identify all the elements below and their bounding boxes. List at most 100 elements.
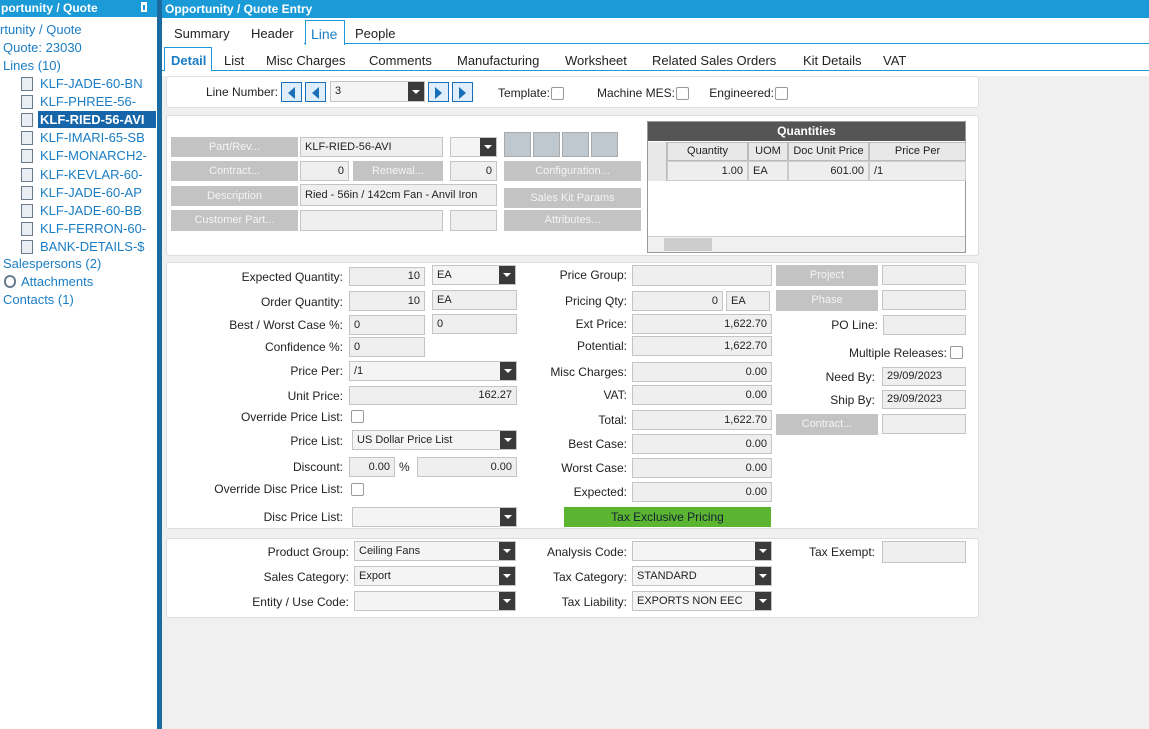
combo-box[interactable]: STANDARD bbox=[632, 566, 772, 586]
tree-node[interactable]: KLF-JADE-60-AP bbox=[40, 184, 142, 200]
subtab[interactable]: Manufacturing bbox=[457, 53, 540, 68]
text-field[interactable]: 0 bbox=[432, 314, 517, 334]
text-field[interactable]: 0.00 bbox=[632, 458, 772, 478]
icon-button[interactable] bbox=[504, 132, 531, 157]
text-field[interactable]: 162.27 bbox=[349, 386, 517, 405]
text-field[interactable] bbox=[882, 541, 966, 563]
text-field[interactable]: 0.00 bbox=[349, 457, 395, 477]
button[interactable]: Description bbox=[171, 186, 298, 206]
combo-arrow[interactable] bbox=[480, 138, 496, 156]
button[interactable]: Configuration... bbox=[504, 161, 641, 181]
text-field[interactable]: 0 bbox=[450, 161, 497, 181]
button[interactable]: Part/Rev... bbox=[171, 137, 298, 157]
tree-node[interactable]: KLF-PHREE-56- bbox=[40, 94, 137, 110]
text-field[interactable]: 1,622.70 bbox=[632, 410, 772, 430]
tab[interactable]: People bbox=[355, 26, 396, 41]
text-field[interactable]: 0 bbox=[300, 161, 349, 181]
checkbox[interactable] bbox=[676, 87, 689, 100]
scrollbar[interactable] bbox=[648, 236, 965, 252]
tree-node[interactable]: KLF-JADE-60-BB bbox=[40, 202, 142, 218]
subtab[interactable]: Misc Charges bbox=[266, 53, 346, 68]
button[interactable]: Attributes... bbox=[504, 210, 641, 231]
combo-box[interactable] bbox=[354, 591, 516, 611]
tree-node[interactable]: KLF-KEVLAR-60- bbox=[40, 166, 143, 182]
button[interactable]: Sales Kit Params bbox=[504, 188, 641, 208]
checkbox[interactable] bbox=[351, 410, 364, 423]
subtab[interactable]: Related Sales Orders bbox=[652, 53, 777, 68]
text-field[interactable]: 1,622.70 bbox=[632, 314, 772, 334]
text-field[interactable]: 0.00 bbox=[632, 482, 772, 502]
tree-node[interactable]: Salespersons (2) bbox=[3, 256, 102, 271]
combo-arrow[interactable] bbox=[755, 567, 771, 585]
checkbox[interactable] bbox=[551, 87, 564, 100]
text-field[interactable] bbox=[300, 210, 443, 231]
text-field[interactable]: 0.00 bbox=[632, 385, 772, 405]
combo-box[interactable] bbox=[632, 541, 772, 561]
tree-node[interactable]: BANK-DETAILS-$ bbox=[40, 238, 145, 254]
grid-cell[interactable]: /1 bbox=[869, 161, 966, 181]
grid-cell[interactable]: EA bbox=[748, 161, 788, 181]
tree-node[interactable]: KLF-MONARCH2- bbox=[40, 148, 147, 164]
scroll-thumb[interactable] bbox=[664, 238, 712, 251]
nav-button[interactable] bbox=[305, 82, 326, 102]
checkbox[interactable] bbox=[950, 346, 963, 359]
icon-button[interactable] bbox=[562, 132, 589, 157]
combo-box[interactable]: Ceiling Fans bbox=[354, 541, 516, 561]
text-field[interactable]: 10 bbox=[349, 267, 425, 286]
tree-node[interactable]: KLF-IMARI-65-SB bbox=[40, 130, 145, 146]
nav-button[interactable] bbox=[428, 82, 449, 102]
text-field[interactable]: 10 bbox=[349, 291, 425, 311]
text-field[interactable] bbox=[883, 315, 966, 335]
checkbox[interactable] bbox=[351, 483, 364, 496]
combo-arrow[interactable] bbox=[499, 592, 515, 610]
tree-node[interactable]: KLF-FERRON-60- bbox=[40, 220, 147, 236]
subtab[interactable]: Comments bbox=[369, 53, 432, 68]
combo-arrow[interactable] bbox=[755, 592, 771, 610]
tab[interactable]: Line bbox=[311, 26, 338, 42]
text-field[interactable]: 0 bbox=[632, 291, 723, 311]
nav-button[interactable] bbox=[281, 82, 302, 102]
icon-button[interactable] bbox=[591, 132, 618, 157]
combo-arrow[interactable] bbox=[500, 362, 516, 380]
combo-arrow[interactable] bbox=[500, 431, 516, 449]
combo-box[interactable]: 3 bbox=[330, 81, 425, 102]
text-field[interactable] bbox=[882, 265, 966, 285]
combo-arrow[interactable] bbox=[499, 567, 515, 585]
button[interactable]: Contract... bbox=[171, 161, 298, 181]
tree-node[interactable]: Lines (10) bbox=[3, 58, 61, 73]
tree-node[interactable]: Quote: 23030 bbox=[3, 40, 82, 55]
tree-node[interactable]: Attachments bbox=[21, 274, 94, 289]
text-field[interactable]: 29/09/2023 bbox=[882, 390, 966, 409]
combo-box[interactable] bbox=[352, 507, 517, 527]
tree-node[interactable]: Contacts (1) bbox=[3, 292, 74, 307]
text-field[interactable] bbox=[632, 265, 772, 286]
button[interactable]: Customer Part... bbox=[171, 210, 298, 231]
text-field[interactable]: 29/09/2023 bbox=[882, 367, 966, 386]
text-field[interactable] bbox=[882, 290, 966, 310]
tab[interactable]: Header bbox=[251, 26, 294, 41]
combo-arrow[interactable] bbox=[408, 82, 424, 101]
text-field[interactable]: 0.00 bbox=[632, 362, 772, 382]
combo-arrow[interactable] bbox=[499, 542, 515, 560]
text-field[interactable]: EA bbox=[726, 291, 770, 311]
combo-arrow[interactable] bbox=[755, 542, 771, 560]
tree-node[interactable]: KLF-JADE-60-BN bbox=[40, 76, 143, 91]
text-field[interactable]: 0 bbox=[349, 337, 425, 357]
subtab[interactable]: Worksheet bbox=[565, 53, 627, 68]
text-field[interactable] bbox=[450, 210, 497, 231]
text-field[interactable]: 0.00 bbox=[632, 434, 772, 454]
nav-button[interactable] bbox=[452, 82, 473, 102]
combo-arrow[interactable] bbox=[500, 508, 516, 526]
subtab[interactable]: Detail bbox=[171, 53, 207, 68]
icon-button[interactable] bbox=[533, 132, 560, 157]
combo-box[interactable]: /1 bbox=[349, 361, 517, 381]
tree-node[interactable]: rtunity / Quote bbox=[0, 22, 82, 37]
button[interactable]: Contract... bbox=[776, 414, 878, 435]
text-field[interactable]: 0.00 bbox=[417, 457, 517, 477]
combo-box[interactable]: Export bbox=[354, 566, 516, 586]
subtab[interactable]: Kit Details bbox=[803, 53, 862, 68]
text-field[interactable]: Ried - 56in / 142cm Fan - Anvil Iron bbox=[300, 184, 497, 206]
combo-arrow[interactable] bbox=[499, 266, 515, 284]
button[interactable]: Phase bbox=[776, 290, 878, 311]
text-field[interactable]: EA bbox=[432, 290, 517, 310]
